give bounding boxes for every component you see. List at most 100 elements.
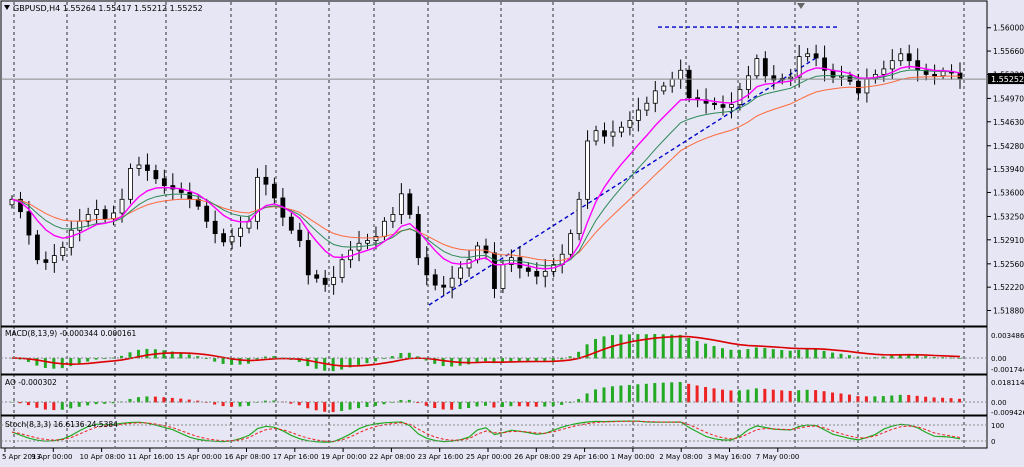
ao-bar xyxy=(687,383,691,403)
ao-bar xyxy=(610,386,614,403)
macd-bar xyxy=(467,358,471,365)
current-price-label: 1.55252 xyxy=(991,75,1024,84)
ao-bar xyxy=(517,402,521,407)
ao-bar xyxy=(77,402,81,407)
indicator-tick-label: 0 xyxy=(991,438,995,446)
ao-bar xyxy=(500,402,504,408)
ao-bar xyxy=(52,402,56,411)
candle-body xyxy=(602,130,607,137)
macd-bar xyxy=(898,354,902,359)
candle-body xyxy=(652,90,658,104)
candle-body xyxy=(271,183,277,199)
symbol-dropdown-icon[interactable] xyxy=(4,5,10,10)
candle-body xyxy=(737,89,743,105)
candle-body xyxy=(60,246,66,256)
ao-bar xyxy=(213,402,217,405)
ao-bar xyxy=(619,385,623,403)
candle-body xyxy=(415,214,421,259)
ao-bar xyxy=(382,402,386,405)
time-tick-label: 2 May 08:00 xyxy=(659,453,703,461)
candle-body xyxy=(407,193,413,215)
ao-bar xyxy=(484,402,487,406)
ao-bar xyxy=(594,389,598,403)
candle-body xyxy=(68,229,74,248)
macd-bar xyxy=(881,356,885,359)
candle-body xyxy=(534,270,540,277)
ao-bar xyxy=(458,402,462,410)
time-tick-label: 16 Apr 08:00 xyxy=(225,453,271,461)
stoch-panel[interactable] xyxy=(0,415,988,449)
macd-bar xyxy=(585,344,589,359)
macd-bar xyxy=(35,358,39,366)
macd-bar xyxy=(357,358,361,366)
ao-bar xyxy=(873,396,877,403)
macd-bar xyxy=(103,358,107,359)
main-panel[interactable] xyxy=(0,0,988,327)
candle-body xyxy=(331,277,337,285)
macd-bar xyxy=(678,334,682,359)
ao-bar xyxy=(721,389,724,403)
indicator-axes: 0.003486 0.00 -0.001744 0.018114 0.00 -0.0094… xyxy=(1,332,1024,446)
macd-bar xyxy=(704,343,708,359)
macd-bar xyxy=(145,348,149,359)
ao-bar xyxy=(763,388,767,403)
ao-bar xyxy=(60,402,64,410)
ao-bar xyxy=(373,402,377,406)
time-tick-label: 7 May 00:00 xyxy=(756,453,800,461)
macd-bar xyxy=(69,358,73,367)
candle-body xyxy=(635,109,641,121)
candle-body xyxy=(432,274,438,286)
chart-shift-marker[interactable] xyxy=(797,3,805,9)
macd-bar xyxy=(627,334,631,359)
ao-panel[interactable] xyxy=(0,374,988,416)
indicator-tick-label: -0.001744 xyxy=(991,366,1024,374)
candle-body xyxy=(238,227,243,237)
macd-bar xyxy=(907,354,911,359)
candle-body xyxy=(525,267,531,272)
ao-bar xyxy=(771,389,775,403)
ao-bar xyxy=(306,402,310,409)
macd-histogram xyxy=(10,334,961,372)
macd-title: MACD(8,13,9) -0.000344 0.000161 xyxy=(5,329,136,338)
ao-bar xyxy=(492,402,496,408)
candle-body xyxy=(898,53,904,62)
candle-body xyxy=(458,267,464,279)
ao-bar xyxy=(467,402,471,409)
macd-bar xyxy=(221,358,225,364)
macd-bar xyxy=(492,358,496,364)
ao-bar xyxy=(450,402,454,410)
ao-bar xyxy=(839,393,843,403)
trendline-annotations xyxy=(428,26,838,306)
ao-bar xyxy=(255,402,259,403)
ao-bar xyxy=(323,402,327,412)
ao-bar xyxy=(907,395,911,403)
ao-bar xyxy=(636,384,640,403)
macd-bar xyxy=(500,358,504,363)
candle-body xyxy=(915,60,921,71)
ao-bar xyxy=(43,402,47,410)
candle-body xyxy=(43,259,49,263)
ao-bar xyxy=(941,397,945,403)
macd-bar xyxy=(746,349,750,359)
candle-body xyxy=(365,240,370,244)
macd-bar xyxy=(77,358,81,364)
candle-body xyxy=(610,131,616,137)
ema_fast-line xyxy=(11,65,961,270)
candle-body xyxy=(34,234,40,261)
macd-signal-line xyxy=(11,335,961,367)
macd-panel[interactable] xyxy=(0,326,988,375)
macd-bar xyxy=(695,340,699,359)
candle-body xyxy=(187,192,193,200)
macd-bar xyxy=(619,334,623,359)
ao-bar xyxy=(534,402,538,407)
macd-bar xyxy=(949,357,953,359)
price-tick-label: 1.52220 xyxy=(993,283,1024,292)
ao-bar xyxy=(670,382,674,403)
candle-body xyxy=(712,102,717,105)
ao-bar xyxy=(805,389,809,403)
macd-bar xyxy=(43,358,47,368)
candle-body xyxy=(805,53,811,57)
macd-bar xyxy=(424,358,428,361)
